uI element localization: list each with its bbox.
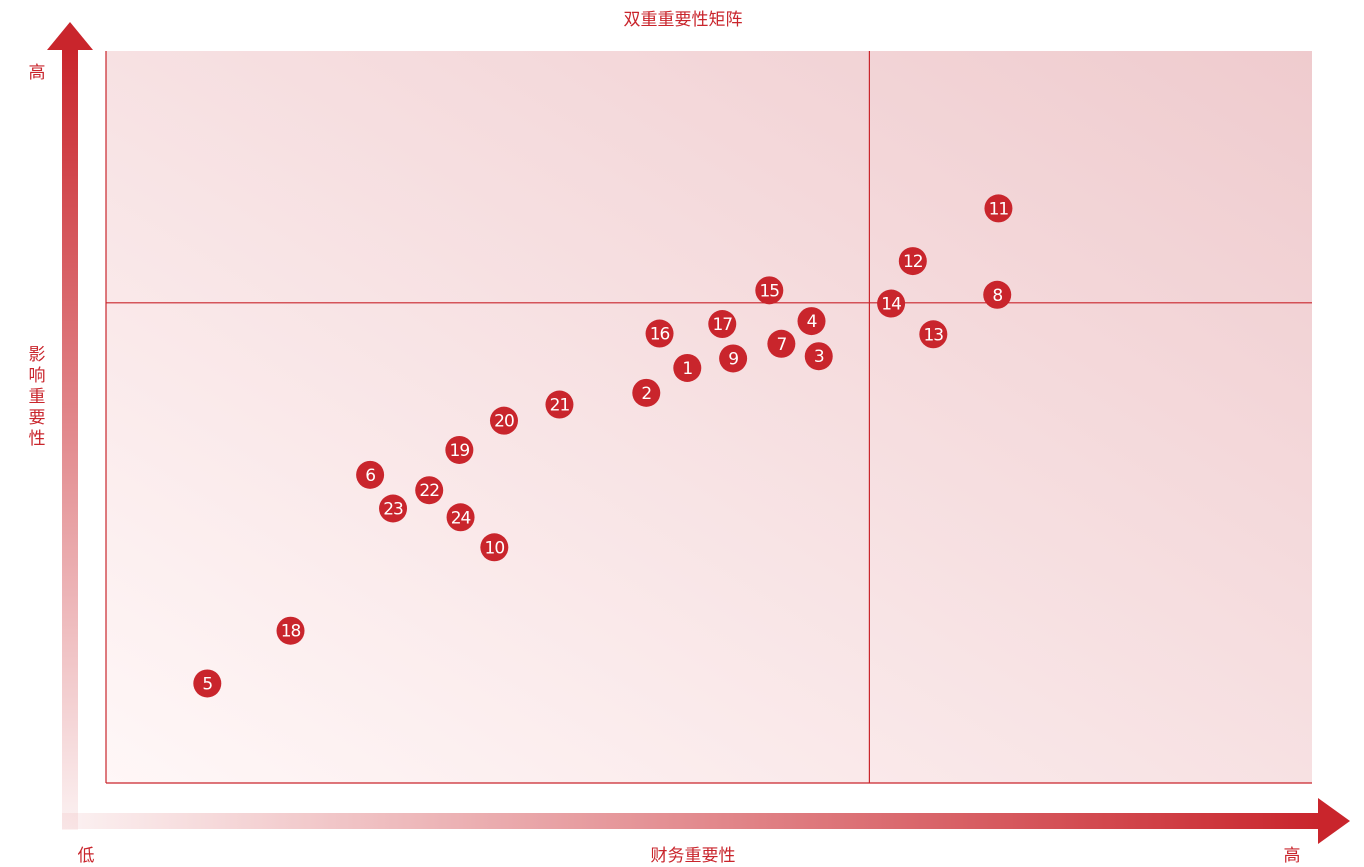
data-point-marker: [804, 342, 833, 371]
data-point-label: 23: [383, 500, 403, 520]
data-point-marker: [445, 435, 474, 464]
data-point-23: 23: [379, 494, 408, 523]
data-point-17: 17: [708, 310, 737, 339]
data-point-1: 1: [673, 353, 702, 382]
data-point-marker: [446, 503, 475, 532]
data-point-18: 18: [276, 616, 305, 645]
data-point-label: 22: [419, 481, 439, 501]
data-point-marker: [983, 280, 1012, 309]
data-point-20: 20: [489, 406, 518, 435]
data-point-marker: [632, 378, 661, 407]
data-point-11: 11: [984, 194, 1013, 223]
data-point-13: 13: [919, 320, 948, 349]
data-point-15: 15: [755, 276, 784, 305]
data-point-8: 8: [983, 280, 1012, 309]
data-point-4: 4: [797, 307, 826, 336]
data-point-marker: [708, 310, 737, 339]
data-point-marker: [415, 476, 444, 505]
data-point-marker: [719, 344, 748, 373]
data-point-label: 13: [923, 325, 943, 345]
data-point-marker: [767, 329, 796, 358]
data-point-19: 19: [445, 435, 474, 464]
plot-area-background: [106, 51, 1312, 783]
data-point-9: 9: [719, 344, 748, 373]
data-point-label: 19: [450, 441, 470, 461]
data-point-marker: [797, 307, 826, 336]
data-point-label: 15: [759, 281, 779, 301]
data-point-label: 24: [451, 508, 471, 528]
data-point-marker: [545, 390, 574, 419]
data-point-label: 7: [776, 335, 786, 355]
data-point-label: 3: [814, 347, 824, 367]
data-point-label: 2: [641, 384, 651, 404]
data-point-marker: [898, 247, 927, 276]
data-point-marker: [276, 616, 305, 645]
data-point-marker: [356, 460, 385, 489]
x-axis-arrow-shaft: [62, 813, 1322, 829]
data-point-label: 10: [485, 538, 505, 558]
data-point-marker: [193, 669, 222, 698]
data-point-16: 16: [645, 319, 674, 348]
data-point-marker: [919, 320, 948, 349]
chart-title: 双重重要性矩阵: [624, 10, 743, 30]
data-point-marker: [877, 289, 906, 318]
data-point-label: 5: [202, 674, 212, 694]
x-axis-arrow-head: [1318, 798, 1350, 844]
data-point-marker: [645, 319, 674, 348]
data-point-12: 12: [898, 247, 927, 276]
data-point-label: 17: [712, 315, 732, 335]
data-point-label: 18: [281, 622, 301, 642]
data-point-marker: [984, 194, 1013, 223]
x-axis-low-label: 低: [78, 846, 95, 866]
data-point-3: 3: [804, 342, 833, 371]
data-point-label: 6: [365, 466, 375, 486]
data-point-22: 22: [415, 476, 444, 505]
y-axis-arrow-shaft: [62, 48, 78, 830]
y-axis-arrow-head: [47, 22, 93, 50]
data-point-label: 16: [650, 325, 670, 345]
data-point-5: 5: [193, 669, 222, 698]
data-point-10: 10: [480, 533, 509, 562]
data-point-label: 12: [903, 252, 923, 272]
data-point-label: 20: [494, 412, 514, 432]
data-point-marker: [379, 494, 408, 523]
data-point-label: 21: [550, 396, 570, 416]
data-point-marker: [673, 353, 702, 382]
data-point-label: 9: [728, 349, 738, 369]
y-axis-high-label: 高: [29, 63, 46, 83]
data-point-label: 14: [881, 295, 901, 315]
data-point-label: 11: [989, 199, 1009, 219]
data-point-label: 1: [682, 359, 692, 379]
data-point-marker: [480, 533, 509, 562]
data-point-6: 6: [356, 460, 385, 489]
data-point-21: 21: [545, 390, 574, 419]
x-axis-high-label: 高: [1284, 846, 1301, 866]
data-point-7: 7: [767, 329, 796, 358]
data-point-marker: [489, 406, 518, 435]
data-point-2: 2: [632, 378, 661, 407]
data-point-label: 8: [992, 286, 1002, 306]
x-axis-title: 财务重要性: [651, 846, 736, 866]
data-point-14: 14: [877, 289, 906, 318]
data-point-label: 4: [807, 312, 817, 332]
y-axis-title: 影响重要性: [29, 345, 46, 449]
data-point-marker: [755, 276, 784, 305]
data-point-24: 24: [446, 503, 475, 532]
